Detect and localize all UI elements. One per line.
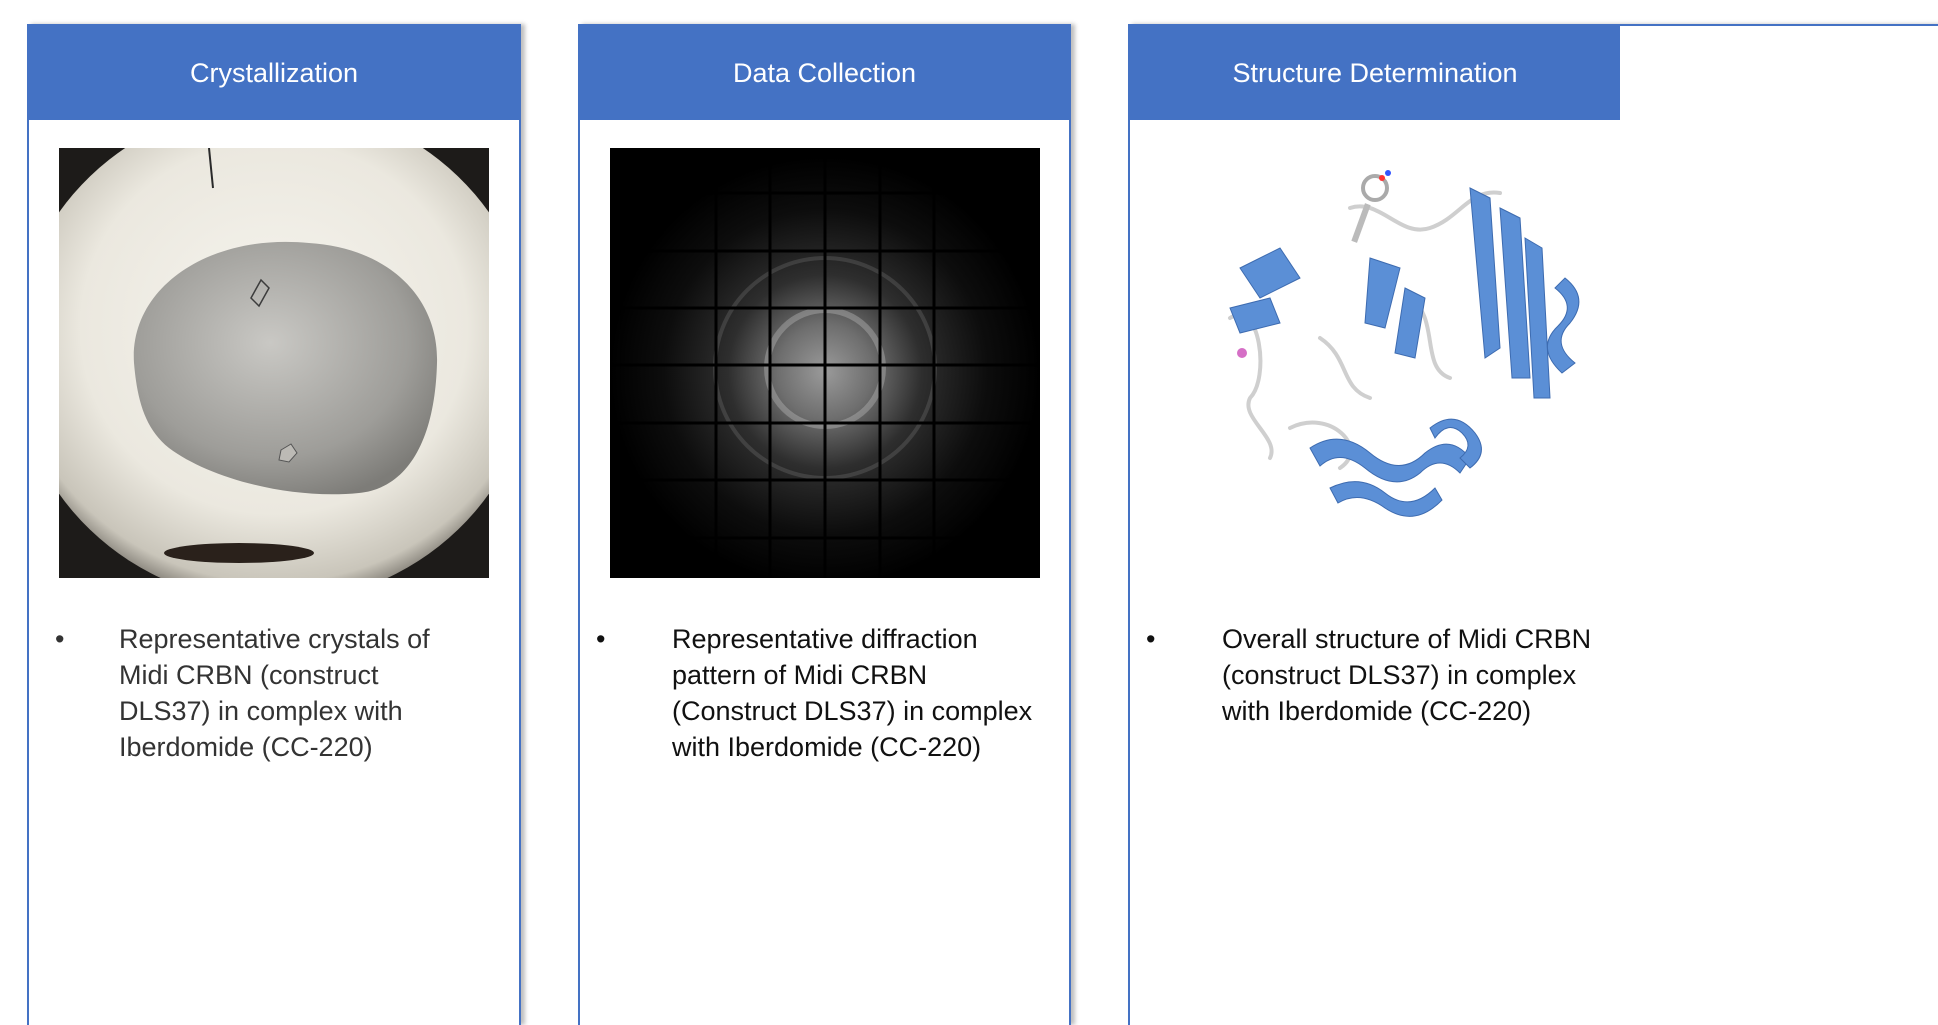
caption-text: Representative diffraction pattern of Mi… — [672, 624, 1033, 762]
structure-determination-caption: • Overall structure of Midi CRBN (constr… — [1146, 621, 1606, 729]
bullet-marker: • — [55, 624, 65, 654]
panel-header-data-collection: Data Collection — [580, 26, 1069, 120]
caption-text: Representative crystals of Midi CRBN (co… — [119, 624, 430, 762]
bullet-marker: • — [596, 624, 606, 654]
protein-structure-image — [1170, 148, 1610, 588]
diffraction-pattern-image — [610, 148, 1040, 578]
caption-text: Overall structure of Midi CRBN (construc… — [1222, 624, 1592, 726]
data-collection-panel: Data Collection — [578, 24, 1071, 1025]
crystal-drop-photo — [59, 148, 489, 578]
structure-determination-panel: Structure Determination — [1128, 24, 1938, 1025]
data-collection-caption: • Representative diffraction pattern of … — [596, 621, 1056, 765]
crystallization-caption: • Representative crystals of Midi CRBN (… — [55, 621, 475, 765]
bullet-marker: • — [1146, 624, 1156, 654]
panel-header-crystallization: Crystallization — [29, 26, 519, 120]
panel-header-structure-determination: Structure Determination — [1130, 26, 1620, 120]
crystallization-panel: Crystallization — [27, 24, 521, 1025]
